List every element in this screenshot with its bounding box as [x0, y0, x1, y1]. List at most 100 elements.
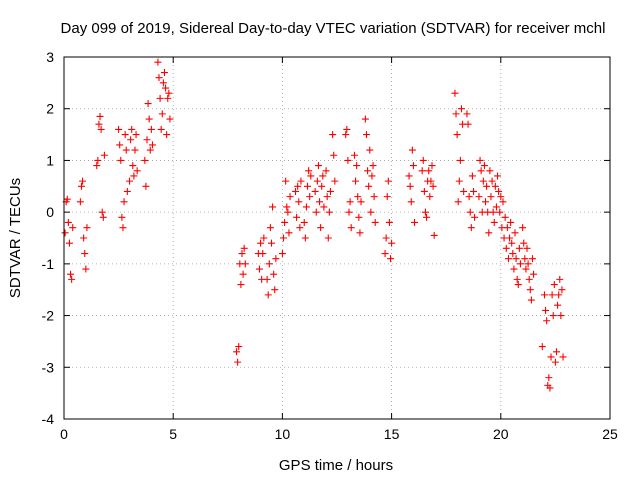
data-point [353, 162, 361, 170]
data-point [482, 198, 490, 206]
data-point [162, 84, 170, 92]
data-point [154, 58, 162, 66]
data-point [163, 131, 171, 139]
data-point [65, 239, 73, 247]
data-point [490, 218, 498, 226]
data-point [421, 208, 429, 216]
data-point [311, 187, 319, 195]
x-tick-label: 10 [275, 426, 291, 442]
data-point [144, 100, 152, 108]
data-point [430, 231, 438, 239]
data-point [147, 125, 155, 133]
y-tick-labels: -4 -3 -2 -1 0 1 2 3 [42, 49, 55, 427]
data-point [260, 234, 268, 242]
data-point [314, 162, 322, 170]
data-point [485, 229, 493, 237]
data-point [145, 115, 153, 123]
data-point [420, 187, 428, 195]
data-point [520, 239, 528, 247]
data-point [267, 239, 275, 247]
data-point [418, 167, 426, 175]
data-point [285, 229, 293, 237]
data-point [556, 275, 564, 283]
grid [64, 57, 610, 419]
data-point [460, 187, 468, 195]
data-point [466, 208, 474, 216]
data-point [80, 234, 88, 242]
data-point [264, 291, 272, 299]
data-point [371, 218, 379, 226]
data-point [479, 177, 487, 185]
data-point [67, 270, 75, 278]
data-point [407, 198, 415, 206]
data-point [352, 177, 360, 185]
data-point [283, 203, 291, 211]
x-tick-label: 5 [169, 426, 177, 442]
y-tick-label: 3 [46, 49, 54, 65]
y-axis-label: SDTVAR / TECUs [7, 178, 24, 298]
data-point [426, 193, 434, 201]
data-point [302, 203, 310, 211]
data-point [510, 265, 518, 273]
data-point [527, 296, 535, 304]
data-point [304, 182, 312, 190]
data-point [452, 110, 460, 118]
data-point [235, 343, 243, 351]
data-point [387, 255, 395, 263]
data-point [419, 156, 427, 164]
data-point [514, 281, 522, 289]
data-point [350, 151, 358, 159]
data-point [428, 162, 436, 170]
data-point [549, 312, 557, 320]
data-point [546, 384, 554, 392]
data-point [362, 131, 370, 139]
data-point [241, 260, 249, 268]
data-point [81, 250, 89, 258]
data-point [499, 198, 507, 206]
data-point [159, 79, 167, 87]
data-point [266, 224, 274, 232]
data-point [239, 270, 247, 278]
data-point [355, 213, 363, 221]
data-point [369, 162, 377, 170]
data-point [487, 193, 495, 201]
data-point [354, 193, 362, 201]
data-point [406, 182, 414, 190]
data-point [296, 224, 304, 232]
data-point [158, 110, 166, 118]
data-point [501, 213, 509, 221]
data-point [307, 172, 315, 180]
y-tick-label: -3 [42, 359, 55, 375]
data-point [346, 198, 354, 206]
data-point [255, 265, 263, 273]
y-tick-label: 0 [46, 204, 54, 220]
data-point [423, 213, 431, 221]
data-point [504, 255, 512, 263]
data-point [368, 172, 376, 180]
data-point [545, 374, 553, 382]
data-point [464, 120, 472, 128]
data-point [148, 141, 156, 149]
data-point [429, 182, 437, 190]
data-point [61, 229, 69, 237]
data-point [325, 208, 333, 216]
data-point [130, 172, 138, 180]
data-point [281, 218, 289, 226]
data-point [476, 156, 484, 164]
data-point [164, 94, 172, 102]
data-point [119, 224, 127, 232]
data-point [405, 172, 413, 180]
data-point [491, 182, 499, 190]
data-point [344, 156, 352, 164]
data-point [263, 275, 271, 283]
data-point [120, 198, 128, 206]
data-point [300, 218, 308, 226]
data-point [284, 208, 292, 216]
data-point [259, 250, 267, 258]
data-point [121, 131, 129, 139]
y-tick-label: 2 [46, 101, 54, 117]
data-point [524, 260, 532, 268]
data-point [492, 203, 500, 211]
data-point [451, 89, 459, 97]
data-point [127, 136, 135, 144]
